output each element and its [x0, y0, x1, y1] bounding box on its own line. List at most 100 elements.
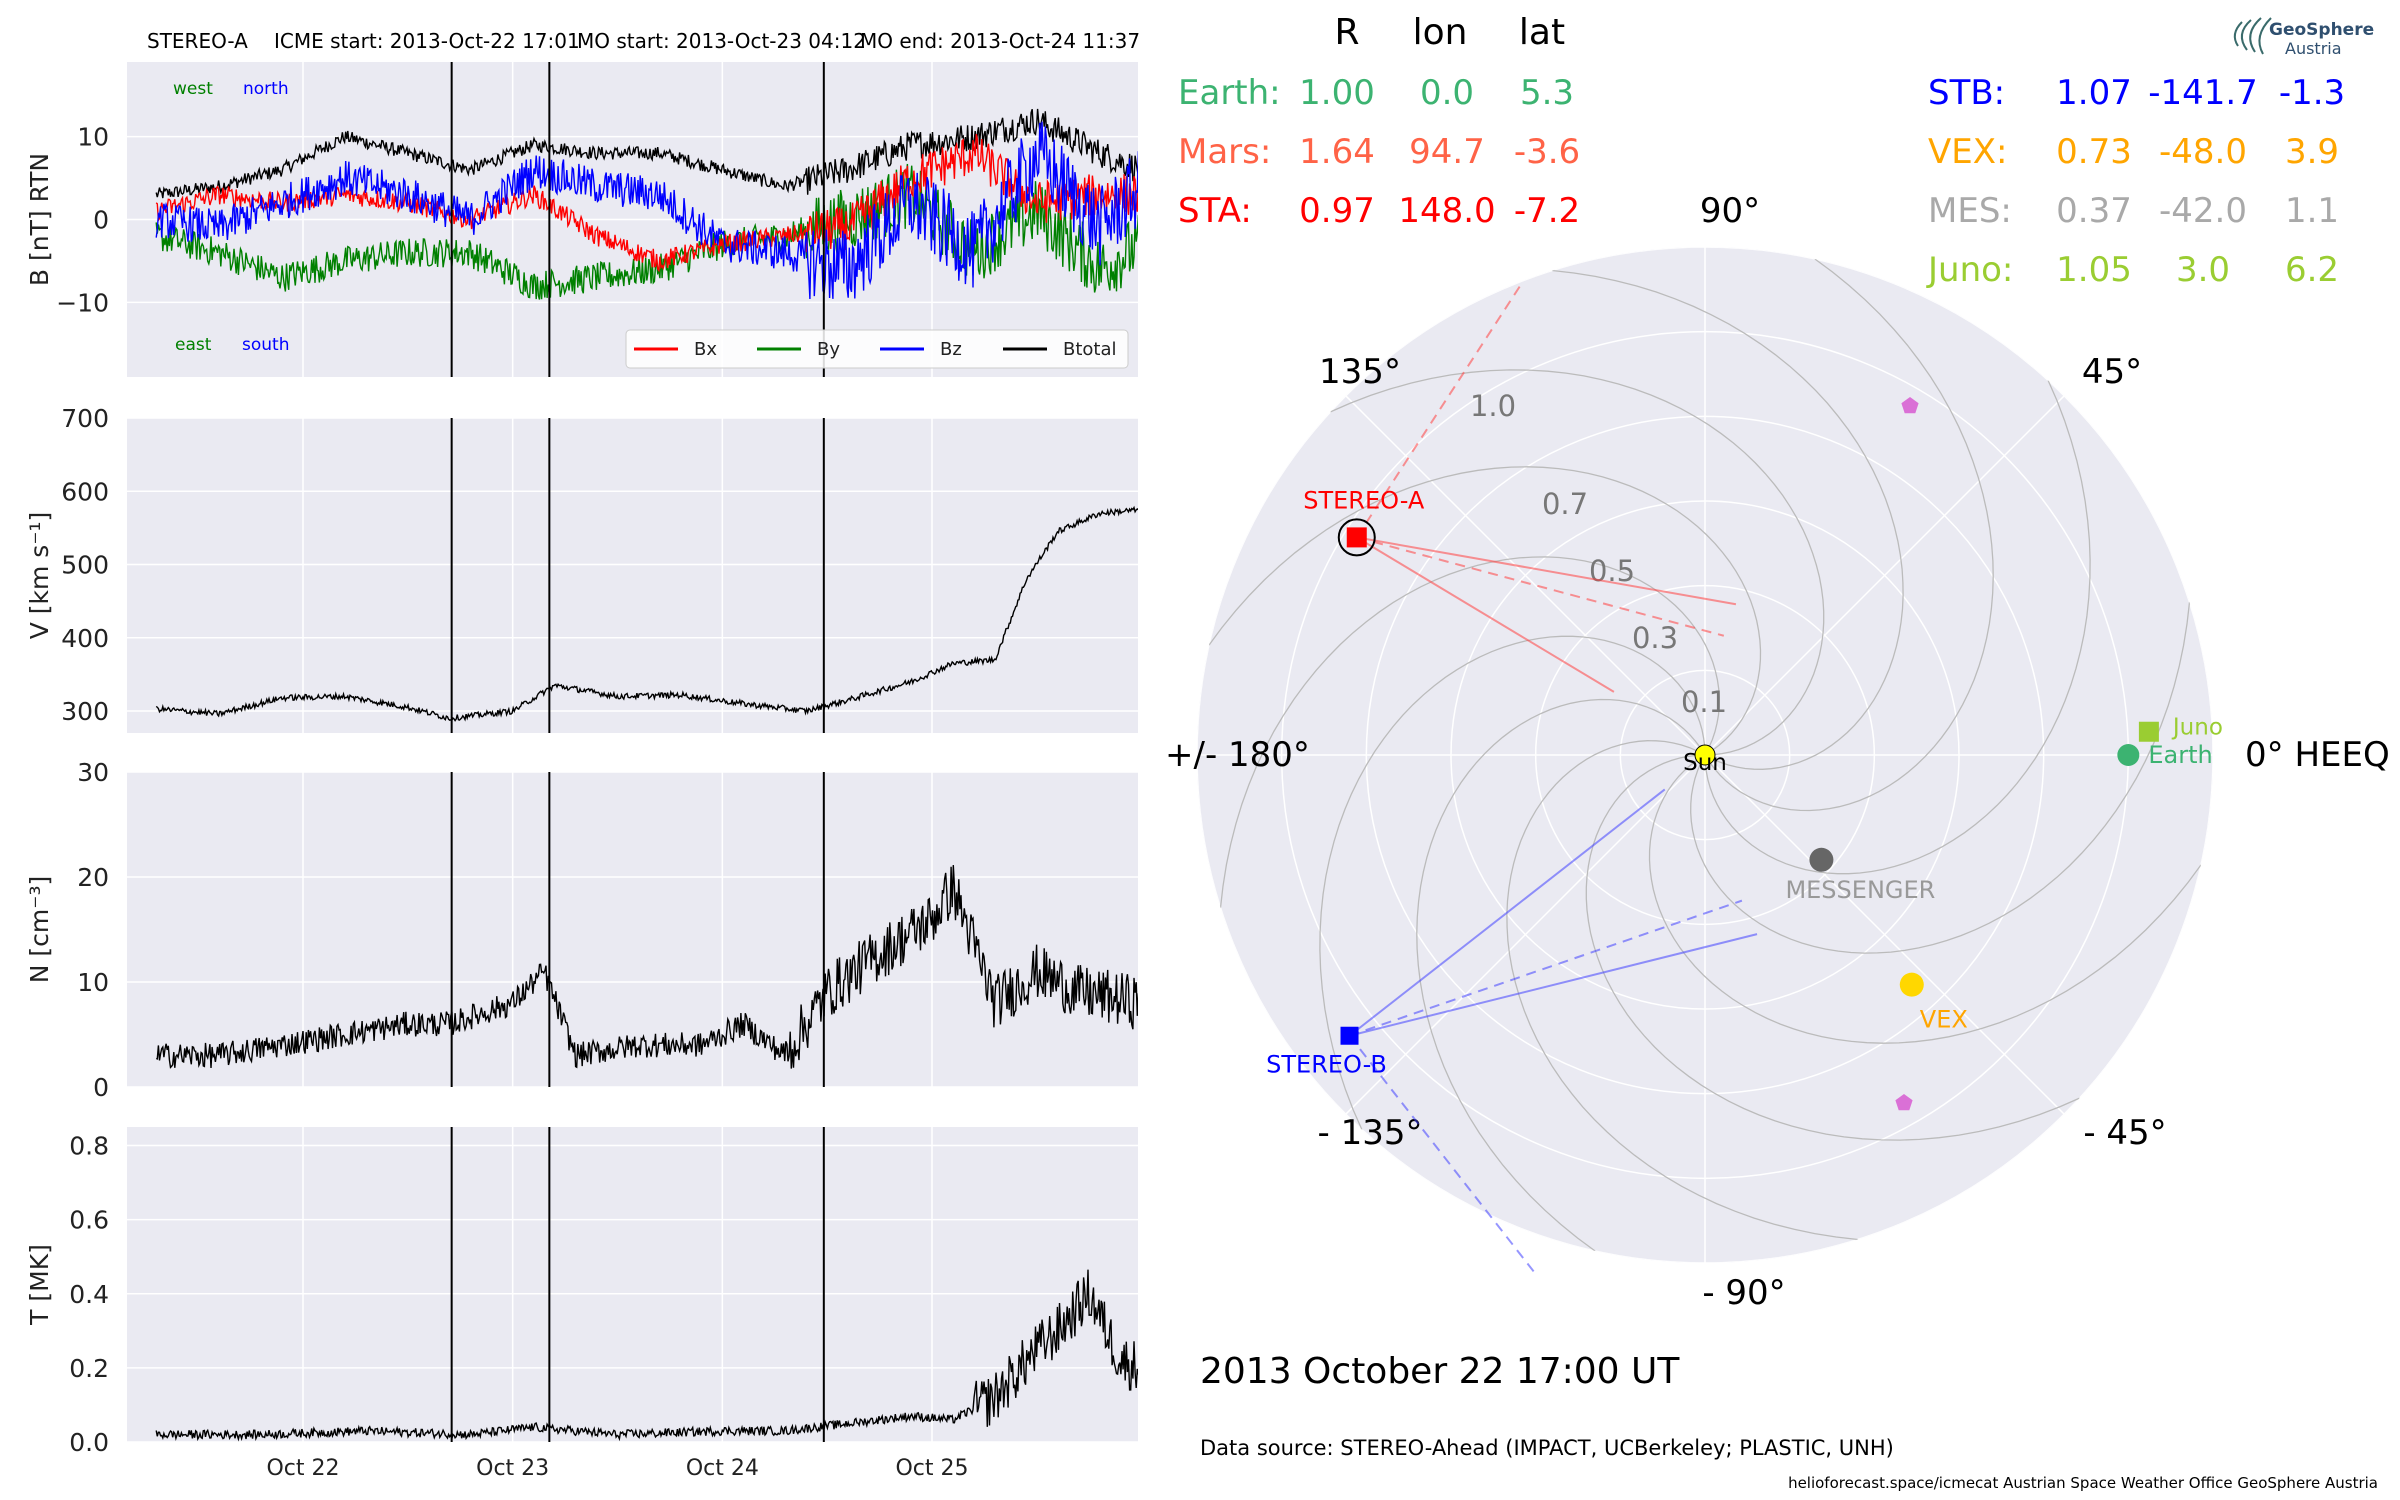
parker-spiral-line: [1416, 698, 1706, 1252]
vex-label: VEX: [1920, 1006, 1968, 1034]
row-r: 0.73: [2056, 132, 2132, 172]
parker-spiral-line: [1585, 754, 2080, 1141]
row-lon: 94.7: [1409, 132, 1485, 172]
x-tick-label: Oct 22: [266, 1456, 339, 1481]
parker-spiral-line: [1704, 380, 2091, 875]
logo-swirl-icon: [2233, 17, 2272, 55]
row-lat: 5.3: [1520, 73, 1574, 113]
y-tick-label: 300: [61, 697, 109, 726]
sun-marker: [1694, 744, 1716, 766]
juno-label: Juno: [2171, 715, 2223, 741]
data-source: Data source: STEREO-Ahead (IMPACT, UCBer…: [1200, 1436, 1894, 1460]
parker-spiral-line: [1704, 258, 1994, 812]
row-name: MES:: [1928, 191, 2012, 231]
legend-label-bx: Bx: [694, 339, 717, 360]
row-name: STB:: [1928, 73, 2005, 113]
y-tick-label: −10: [56, 288, 109, 317]
sun-label: Sun: [1683, 750, 1727, 776]
col-header-lat: lat: [1519, 12, 1565, 53]
y-tick-label: 10: [77, 123, 109, 152]
panel-background: [127, 1127, 1138, 1442]
series-group: [155, 1269, 1138, 1442]
series-group: [155, 505, 1138, 722]
row-name: Mars:: [1178, 132, 1271, 172]
polar-plot: 90° 45° 0° HEEQ - 45° - 90° - 135° +/- 180° 135…: [1165, 191, 2390, 1313]
messenger-marker: [1809, 847, 1834, 872]
table-row: MES: 0.37 -42.0 1.1: [1928, 191, 2339, 231]
col-header-r: R: [1334, 12, 1359, 53]
row-r: 0.37: [2056, 191, 2132, 231]
y-axis-label: T [MK]: [25, 1244, 54, 1326]
stereo-b-marker: [1340, 1026, 1359, 1045]
credits: helioforecast.space/icmecat Austrian Spa…: [1788, 1474, 2378, 1492]
series-line-btotal: [155, 108, 1138, 199]
panel-b: 10 0 −10B [nT] RTN: [25, 62, 1138, 377]
vex-marker: [1899, 972, 1924, 997]
panel-t: 0.8 0.6 0.4 0.2 0.0 T [MK] Oct 22 Oct 23 Oct 24 O…: [25, 1127, 1138, 1481]
panel-background: [127, 418, 1138, 733]
row-lon: -141.7: [2148, 73, 2258, 113]
fov-line: [1356, 536, 1737, 606]
row-name: Earth:: [1178, 73, 1281, 113]
angle-label: 135°: [1319, 352, 1401, 392]
y-axis-label: B [nT] RTN: [25, 153, 54, 286]
angular-gridline: [1704, 754, 2065, 1115]
radial-label: 1.0: [1470, 389, 1516, 423]
col-header-lon: lon: [1413, 12, 1468, 53]
angle-label: +/- 180°: [1165, 735, 1310, 775]
y-tick-label: 0: [93, 1073, 109, 1102]
legend-label-btotal: Btotal: [1063, 339, 1117, 360]
fov-line: [1349, 933, 1758, 1037]
table-left-rows: Earth: 1.00 0.0 5.3 Mars: 1.64 94.7 -3.6 STA: 0.9…: [1178, 73, 1580, 231]
y-tick-label: 30: [77, 758, 109, 787]
y-tick-label: 0.2: [69, 1354, 109, 1383]
panel-n: 30 20 10 0 N [cm⁻³]: [25, 758, 1138, 1102]
series-line-bz: [155, 121, 1138, 300]
angle-label: 0° HEEQ: [2245, 735, 2390, 775]
row-lat: -3.6: [1514, 132, 1580, 172]
row-lat: 3.9: [2285, 132, 2339, 172]
y-tick-label: 0.6: [69, 1206, 109, 1235]
series-line-by: [155, 163, 1138, 300]
stereo-b-label: STEREO-B: [1266, 1051, 1387, 1079]
stereo-a-label: STEREO-A: [1303, 486, 1425, 514]
y-tick-label: 600: [61, 477, 109, 506]
row-lat: 1.1: [2285, 191, 2339, 231]
y-tick-label: 700: [61, 404, 109, 433]
x-tick-label: Oct 24: [686, 1456, 759, 1481]
y-tick-label: 0.0: [69, 1428, 109, 1457]
pentagon-marker: [1895, 1094, 1913, 1111]
y-tick-label: 0.8: [69, 1132, 109, 1161]
angular-gridline: [1704, 395, 2065, 756]
parker-spiral-line: [1208, 466, 1762, 756]
y-tick-label: 0.4: [69, 1280, 109, 1309]
angle-label: 90°: [1700, 191, 1760, 231]
south-annotation: south: [242, 335, 289, 355]
north-annotation: north: [243, 79, 289, 99]
pentagon-marker: [1901, 397, 1919, 414]
row-lon: 0.0: [1420, 73, 1474, 113]
angular-gridline: [1345, 395, 1706, 756]
fov-line: [1349, 899, 1743, 1037]
table-right-rows: STB: 1.07 -141.7 -1.3 VEX: 0.73 -48.0 3.9 MES: 0.…: [1926, 73, 2345, 290]
angle-label: 45°: [2082, 352, 2142, 392]
parker-spiral-line: [1219, 556, 1720, 908]
fov-line: [1356, 536, 1615, 693]
east-annotation: east: [175, 335, 212, 355]
header-mo-end: MO end: 2013-Oct-24 11:37: [860, 29, 1140, 53]
row-r: 1.00: [1299, 73, 1375, 113]
fov-line: [1348, 788, 1666, 1037]
row-r: 1.05: [2056, 250, 2132, 290]
row-name: STA:: [1178, 191, 1252, 231]
row-lon: 3.0: [2176, 250, 2230, 290]
geosphere-logo: GeoSphere Austria: [2233, 17, 2374, 58]
row-lat: 6.2: [2285, 250, 2339, 290]
row-name: Juno:: [1926, 250, 2013, 290]
series-group: [155, 865, 1138, 1069]
plot-timestamp: 2013 October 22 17:00 UT: [1200, 1351, 1680, 1392]
y-tick-label: 0: [93, 206, 109, 235]
y-tick-label: 20: [77, 863, 109, 892]
parker-spiral-line: [1330, 369, 1825, 756]
